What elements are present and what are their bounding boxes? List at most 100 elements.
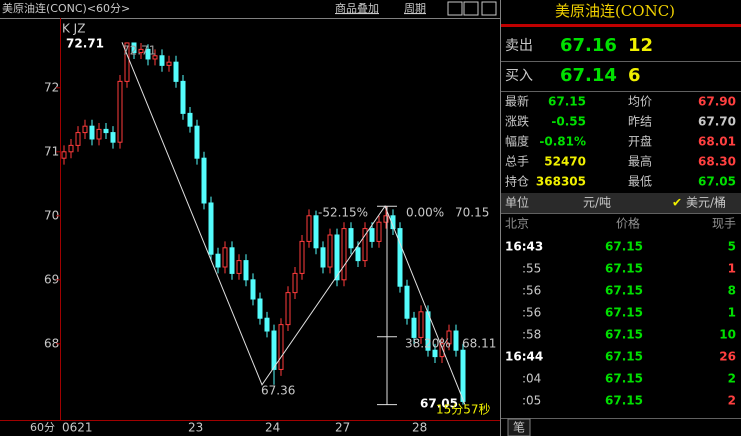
candle-body xyxy=(131,42,137,54)
annotation: 72.71 xyxy=(122,44,156,58)
candle-body xyxy=(404,285,410,319)
ticks-header: 北京 xyxy=(505,217,529,231)
candle-body xyxy=(278,324,284,370)
stat-value: 68.30 xyxy=(698,155,736,169)
candle-body xyxy=(418,311,424,338)
left-button[interactable] xyxy=(447,1,463,16)
y-tick-label: 71 xyxy=(44,144,59,158)
candle-body xyxy=(250,279,256,300)
y-tick-label: 72 xyxy=(44,80,59,94)
stat-value: 52470 xyxy=(544,155,586,169)
candle-body xyxy=(306,215,312,242)
tab-label[interactable]: 笔 xyxy=(513,420,525,435)
candle-body xyxy=(264,317,270,332)
ask-volume: 12 xyxy=(628,35,653,56)
period-button[interactable]: 周期 xyxy=(404,2,426,15)
candle-body xyxy=(320,247,326,268)
unit-cny[interactable]: 元/吨 xyxy=(583,196,611,210)
candle-body xyxy=(208,202,214,255)
unit-bar xyxy=(501,193,741,213)
candle-body xyxy=(292,272,298,294)
annotation: 15分57秒 xyxy=(436,403,491,417)
x-tick-label: 27 xyxy=(335,421,350,435)
candle-body xyxy=(110,132,116,143)
candle-body xyxy=(362,228,368,262)
candle-body xyxy=(236,260,242,274)
candle-body xyxy=(397,228,403,287)
stat-value: 368305 xyxy=(536,175,586,189)
candle-body xyxy=(327,234,333,268)
tick-price: 67.15 xyxy=(605,284,643,298)
candle-body xyxy=(348,228,354,249)
tab[interactable] xyxy=(507,418,531,436)
candle-body xyxy=(103,128,109,134)
candle-body xyxy=(439,343,445,358)
chart-title: 美原油连(CONC)<60分> xyxy=(2,1,130,15)
stat-value: 67.15 xyxy=(548,95,586,109)
tick-time: 16:44 xyxy=(505,350,543,364)
stat-value: 67.70 xyxy=(698,115,736,129)
annotation: 67.36 xyxy=(261,384,295,398)
candle-body xyxy=(201,157,207,204)
x-tick-label: 23 xyxy=(188,421,203,435)
annotation: 72.71 xyxy=(66,37,104,51)
candle-body xyxy=(96,128,102,140)
tick-volume: 8 xyxy=(728,284,736,298)
bid-volume: 6 xyxy=(628,65,641,86)
candle-body xyxy=(355,247,361,262)
candle-body xyxy=(194,125,200,159)
x-tick-label: 28 xyxy=(412,421,427,435)
tick-price: 67.15 xyxy=(605,328,643,342)
candle-body xyxy=(453,330,459,351)
nav-buttons[interactable] xyxy=(447,1,497,16)
zoom-button[interactable] xyxy=(481,1,497,16)
candle-body xyxy=(313,215,319,249)
title-bar xyxy=(501,24,741,27)
tick-price: 67.15 xyxy=(605,394,643,408)
annotation: -52.15% xyxy=(318,206,368,220)
ask-label: 卖出 xyxy=(505,38,533,54)
candle-body xyxy=(166,61,172,66)
candle-body xyxy=(271,330,277,370)
stat-label: 最低 xyxy=(628,175,652,189)
candle-body xyxy=(82,125,88,134)
y-tick-label: 70 xyxy=(44,208,59,222)
overlay-button[interactable]: 商品叠加 xyxy=(335,1,379,15)
tick-volume: 5 xyxy=(728,240,736,254)
tick-time: :05 xyxy=(522,394,541,408)
candle-body xyxy=(68,144,74,153)
quote-title: 美原油连(CONC) xyxy=(555,2,675,20)
candle-body xyxy=(61,151,67,159)
candle-body xyxy=(369,228,375,242)
candle-body xyxy=(299,240,305,274)
candle-body xyxy=(222,247,228,268)
x-tick-label: 0621 xyxy=(62,421,93,435)
tick-volume: 10 xyxy=(719,328,736,342)
ask-price: 67.16 xyxy=(560,35,617,56)
stat-label: 最高 xyxy=(628,154,652,169)
tick-time: :56 xyxy=(522,306,541,320)
candle-body xyxy=(446,330,452,345)
stat-label: 持仓 xyxy=(505,174,529,189)
unit-usd[interactable]: 美元/桶 xyxy=(686,195,726,210)
candle-body xyxy=(152,55,158,60)
tick-volume: 1 xyxy=(728,306,736,320)
candle-body xyxy=(460,349,466,402)
x-tick-label: 24 xyxy=(265,421,280,435)
annotation: 68.11 xyxy=(462,337,496,351)
bid-price: 67.14 xyxy=(560,65,617,86)
tick-price: 67.15 xyxy=(605,350,643,364)
stat-label: 涨跌 xyxy=(505,114,529,129)
annotation: K JZ xyxy=(62,22,85,36)
right-button[interactable] xyxy=(463,1,479,16)
bid-label: 买入 xyxy=(505,68,533,84)
stat-value: 67.90 xyxy=(698,95,736,109)
tick-time: :58 xyxy=(522,328,541,342)
annotation: 70.15 xyxy=(455,206,489,220)
tick-price: 67.15 xyxy=(605,240,643,254)
stat-label: 最新 xyxy=(505,94,529,109)
candle-body xyxy=(229,247,235,274)
annotation: 38.20% xyxy=(405,337,451,351)
